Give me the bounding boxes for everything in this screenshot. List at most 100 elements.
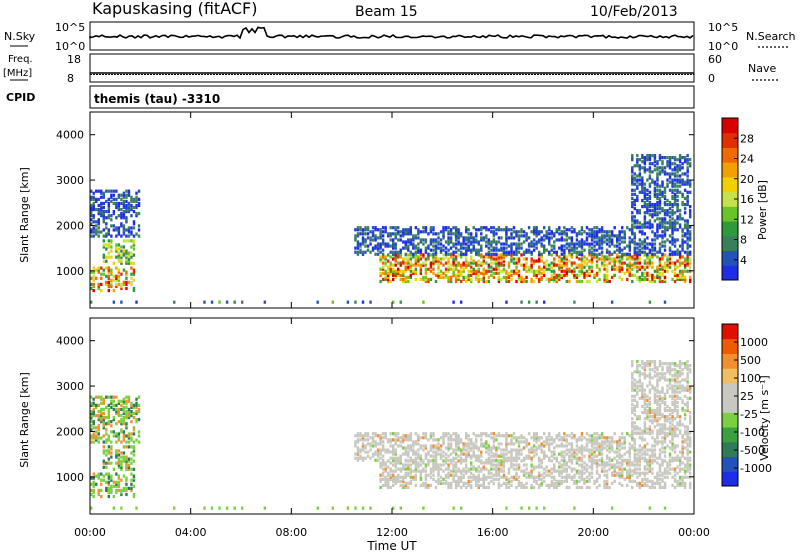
velocity-cell	[97, 424, 100, 428]
velocity-cell	[135, 418, 138, 422]
velocity-cell	[643, 408, 647, 413]
power-cell	[563, 238, 566, 242]
velocity-cell	[422, 467, 425, 471]
velocity-cell	[598, 473, 601, 477]
velocity-cell	[543, 452, 546, 456]
power-cell	[100, 272, 103, 276]
velocity-cell	[595, 459, 599, 463]
power-cell	[515, 267, 518, 271]
velocity-cell	[550, 438, 553, 442]
velocity-cell	[354, 456, 357, 460]
power-cell	[686, 242, 689, 246]
velocity-cell	[502, 463, 506, 467]
power-cell	[668, 176, 672, 180]
power-cell	[510, 257, 513, 261]
power-cell	[424, 279, 428, 284]
velocity-cell	[683, 446, 687, 450]
velocity-cell	[517, 467, 521, 471]
velocity-cell	[618, 436, 621, 440]
power-cell	[673, 202, 677, 207]
velocity-cell	[95, 395, 98, 399]
velocity-cell	[681, 467, 684, 471]
power-cell	[543, 269, 546, 273]
power-cell	[595, 263, 599, 267]
velocity-cell	[432, 463, 435, 467]
power-cell	[636, 225, 639, 229]
power-cell	[407, 238, 410, 242]
velocity-cell	[593, 442, 596, 446]
power-cell	[399, 230, 402, 234]
velocity-cell	[688, 440, 692, 444]
velocity-cell	[588, 450, 591, 454]
velocity-cell	[638, 458, 642, 462]
velocity-cell	[475, 440, 478, 444]
power-cell	[120, 207, 123, 212]
velocity-cell	[653, 448, 657, 452]
power-cell	[454, 246, 458, 250]
velocity-cell	[605, 469, 609, 473]
velocity-cell	[449, 442, 453, 446]
power-cell	[540, 275, 543, 279]
power-cell	[681, 182, 684, 186]
power-cell	[678, 275, 682, 279]
velocity-cell	[648, 465, 652, 469]
power-cell	[588, 273, 591, 277]
velocity-cell	[500, 448, 503, 452]
velocity-cell	[633, 394, 636, 398]
power-cell	[683, 265, 687, 269]
power-cell	[464, 265, 468, 269]
velocity-cell	[522, 485, 526, 490]
power-cell	[467, 275, 470, 279]
velocity-cell	[678, 481, 682, 485]
power-cell	[130, 226, 133, 230]
velocity-cell	[663, 483, 667, 488]
ytick-label: 3000	[56, 174, 84, 187]
nsky-label: N.Sky	[4, 30, 36, 43]
velocity-cell	[130, 472, 133, 476]
power-cell	[550, 275, 553, 279]
power-cell	[646, 196, 649, 201]
power-cell	[548, 277, 551, 282]
velocity-cell	[374, 442, 377, 446]
velocity-cell	[638, 436, 642, 440]
power-cell	[608, 238, 611, 242]
velocity-cell	[553, 450, 556, 454]
velocity-cell	[130, 486, 133, 490]
power-cell	[661, 257, 664, 261]
power-cell	[653, 158, 657, 162]
power-cell	[530, 242, 533, 246]
power-cell	[623, 271, 626, 275]
power-cell	[492, 232, 496, 236]
velocity-cell	[449, 461, 453, 465]
power-cell	[507, 244, 511, 248]
power-cell	[668, 164, 672, 168]
velocity-cell	[651, 431, 654, 435]
velocity-cell	[512, 477, 516, 481]
velocity-cell	[595, 465, 599, 469]
power-cell	[603, 263, 606, 267]
power-cell	[543, 244, 546, 248]
velocity-cell	[628, 454, 631, 458]
power-cell	[686, 200, 689, 205]
velocity-cell	[482, 461, 485, 465]
power-cell	[580, 269, 584, 273]
velocity-cell	[500, 442, 503, 446]
power-cell	[122, 203, 126, 208]
power-cell	[658, 248, 662, 252]
velocity-cell	[120, 430, 123, 434]
velocity-cell	[613, 467, 616, 471]
power-cell	[102, 193, 105, 197]
velocity-cell	[102, 461, 105, 465]
power-cell	[127, 193, 131, 197]
power-cell	[432, 252, 435, 256]
power-cell	[633, 207, 636, 211]
velocity-cell	[125, 401, 128, 405]
power-cell	[676, 166, 679, 170]
velocity-cell	[495, 463, 498, 467]
velocity-cell	[462, 483, 465, 488]
velocity-cell	[648, 376, 652, 380]
velocity-cell	[605, 483, 609, 488]
velocity-cell	[683, 483, 687, 488]
power-cell	[628, 248, 631, 252]
velocity-cell	[110, 461, 113, 465]
